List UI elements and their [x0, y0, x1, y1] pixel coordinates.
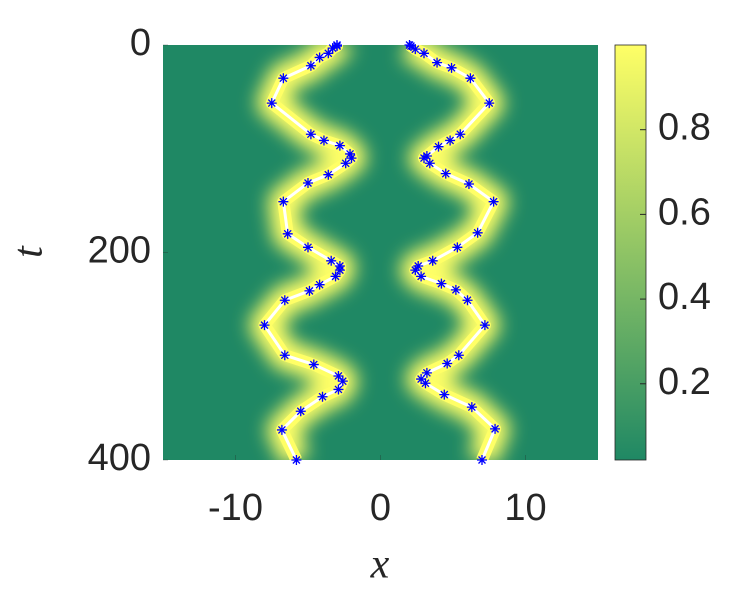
asterisk-point [326, 255, 337, 266]
asterisk-point [278, 73, 289, 84]
asterisk-point [490, 423, 501, 434]
colorbar-tick-label: 0.4 [658, 276, 711, 318]
asterisk-point [432, 57, 443, 68]
asterisk-point [345, 148, 356, 159]
asterisk-point [420, 378, 431, 389]
y-axis-label: t [6, 245, 52, 258]
asterisk-point [304, 285, 315, 296]
asterisk-point [314, 279, 325, 290]
asterisk-point [445, 135, 456, 146]
x-tick-label: 0 [370, 487, 391, 529]
asterisk-point [295, 406, 306, 417]
asterisk-point [276, 424, 287, 435]
asterisk-point [421, 367, 432, 378]
colorbar [614, 44, 647, 461]
asterisk-point [410, 265, 421, 276]
asterisk-point [455, 129, 466, 140]
asterisk-point [346, 153, 357, 164]
asterisk-point [266, 98, 277, 109]
asterisk-point [334, 265, 345, 276]
asterisk-point [413, 260, 424, 271]
x-tick-label: 10 [504, 487, 546, 529]
asterisk-point [433, 141, 444, 152]
asterisk-point [446, 62, 457, 73]
asterisk-point [323, 48, 334, 59]
asterisk-point [303, 242, 313, 253]
y-tick-label: 400 [88, 437, 151, 479]
y-tick-label: 200 [88, 230, 151, 272]
asterisk-point [340, 158, 351, 169]
asterisk-point [303, 177, 313, 188]
asterisk-point [317, 391, 328, 402]
asterisk-point [427, 255, 438, 266]
x-axis-label: x [370, 542, 390, 588]
asterisk-point [436, 278, 447, 289]
asterisk-point [332, 41, 342, 52]
heatmap-field [163, 45, 598, 460]
asterisk-point [419, 153, 429, 164]
asterisk-point [282, 228, 293, 239]
asterisk-point [305, 129, 316, 140]
asterisk-point [334, 140, 345, 151]
asterisk-point [442, 358, 453, 369]
asterisk-point [410, 44, 421, 55]
asterisk-point [465, 73, 476, 84]
asterisk-point [416, 374, 427, 385]
colorbar-tick-label: 0.6 [658, 191, 711, 233]
asterisk-point [440, 168, 451, 179]
asterisk-point [337, 376, 348, 387]
asterisk-point [279, 350, 290, 361]
asterisk-point [333, 384, 344, 395]
asterisk-point [330, 271, 341, 282]
asterisk-point [314, 52, 325, 63]
asterisk-point [419, 48, 429, 59]
asterisk-point [405, 41, 416, 52]
asterisk-point [305, 60, 316, 71]
asterisk-point [462, 295, 473, 306]
asterisk-point [327, 43, 338, 54]
asterisk-point [278, 196, 289, 207]
asterisk-point [463, 179, 474, 190]
asterisk-point [450, 284, 461, 295]
asterisk-point [466, 402, 477, 413]
asterisk-point [484, 98, 495, 109]
y-tick-label: 0 [130, 22, 151, 64]
asterisk-point [472, 227, 483, 238]
asterisk-point [452, 242, 463, 253]
x-tick-label: -10 [208, 487, 263, 529]
asterisk-point [488, 196, 499, 207]
asterisk-point [424, 158, 435, 169]
asterisk-point [259, 320, 270, 331]
asterisk-point [479, 320, 490, 331]
asterisk-point [453, 350, 464, 361]
asterisk-point [323, 169, 334, 180]
asterisk-point [318, 135, 329, 146]
asterisk-point [439, 389, 450, 400]
colorbar-tick-label: 0.8 [658, 107, 711, 149]
colorbar-tick-label: 0.2 [658, 361, 711, 403]
asterisk-point [308, 359, 319, 370]
asterisk-point [333, 370, 344, 381]
asterisk-point [291, 455, 302, 465]
asterisk-point [279, 295, 290, 306]
asterisk-point [416, 271, 427, 282]
asterisk-point [477, 455, 487, 465]
